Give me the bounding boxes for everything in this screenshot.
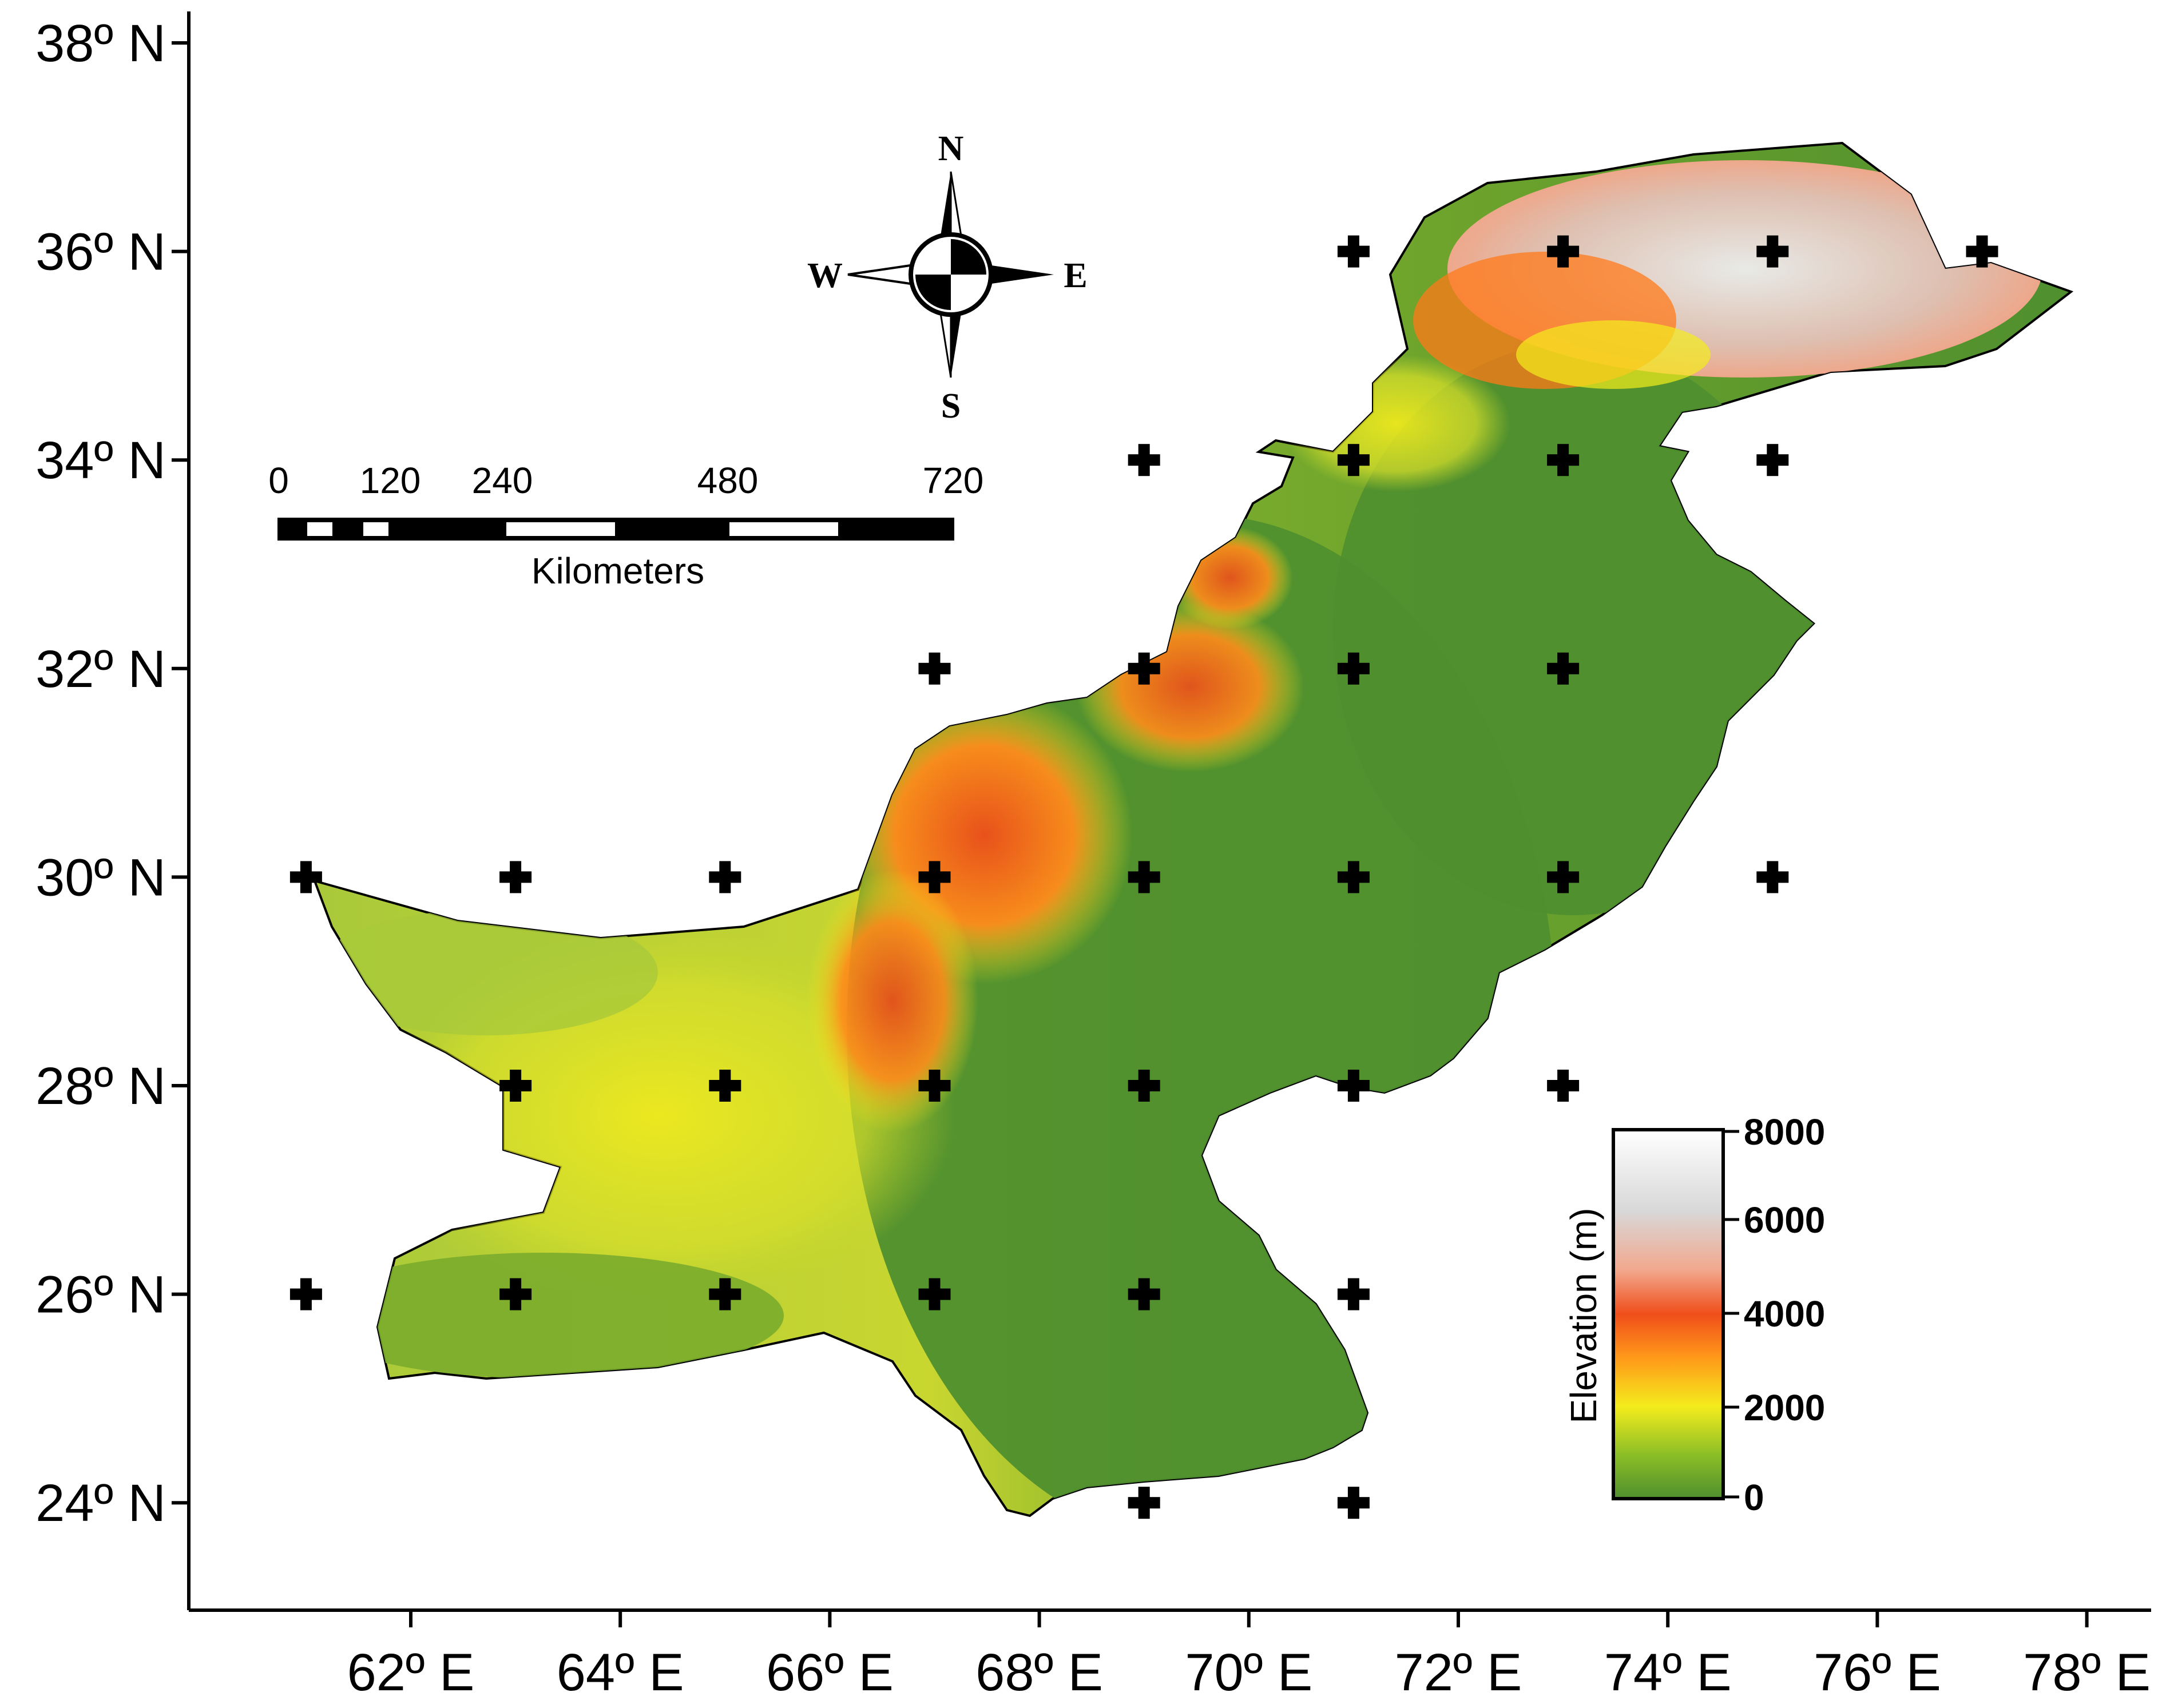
- legend-label-4000: 4000: [1744, 1293, 1825, 1334]
- plus-marker-icon: [1756, 861, 1789, 893]
- plus-marker-icon: [1337, 444, 1370, 476]
- plus-marker-icon: [709, 1070, 741, 1102]
- plus-marker-icon: [918, 1070, 951, 1102]
- compass-quadrant-ne: [951, 239, 986, 275]
- scale-label-720: 720: [923, 460, 984, 501]
- plot-frame: [187, 11, 2151, 1612]
- lat-tick-label: 38º N: [35, 14, 166, 73]
- scale-label-0: 0: [268, 460, 289, 501]
- lat-tick-label: 34º N: [35, 431, 166, 490]
- plus-marker-icon: [1128, 652, 1160, 685]
- plus-marker-icon: [1547, 444, 1580, 476]
- lat-tick-label: 28º N: [35, 1057, 166, 1115]
- plus-marker-icon: [499, 861, 532, 893]
- scale-bar-outline: [277, 518, 954, 541]
- plus-marker-icon: [918, 861, 951, 893]
- makran-coast: [315, 1253, 784, 1379]
- plus-marker-icon: [1337, 1278, 1370, 1310]
- lon-tick-label: 64º E: [557, 1643, 684, 1702]
- elevation-colorbar: [1612, 1128, 1725, 1500]
- latitude-ticks: 38º N 36º N 34º N 32º N 30º N 28º N 26º N 24º N: [35, 14, 189, 1532]
- plus-marker-icon: [1128, 1278, 1160, 1310]
- plus-marker-icon: [499, 1070, 532, 1102]
- scale-label-480: 480: [697, 460, 759, 501]
- legend-title: Elevation (m): [1563, 1208, 1604, 1424]
- waziristan-range: [1076, 601, 1304, 772]
- lon-tick-label: 76º E: [1814, 1643, 1941, 1702]
- plus-marker-icon: [1128, 861, 1160, 893]
- compass-label-w: W: [807, 256, 843, 295]
- legend-label-8000: 8000: [1744, 1111, 1825, 1153]
- legend-label-0: 0: [1744, 1477, 1764, 1518]
- plus-marker-icon: [1337, 1070, 1370, 1102]
- plus-marker-icon: [1128, 444, 1160, 476]
- plus-marker-icon: [1337, 1487, 1370, 1519]
- plus-marker-icon: [918, 652, 951, 685]
- lon-tick-label: 66º E: [766, 1643, 894, 1702]
- lon-tick-label: 74º E: [1604, 1643, 1732, 1702]
- legend-label-6000: 6000: [1744, 1199, 1825, 1241]
- legend-label-2000: 2000: [1744, 1387, 1825, 1428]
- plus-marker-icon: [1337, 235, 1370, 268]
- plus-marker-icon: [709, 861, 741, 893]
- plus-marker-icon: [1547, 652, 1580, 685]
- grid-markers: [289, 235, 1998, 1519]
- kirthar-range: [807, 869, 978, 1133]
- scale-bar-white-1: [307, 522, 332, 536]
- plus-marker-icon: [1756, 444, 1789, 476]
- lon-tick-label: 68º E: [975, 1643, 1103, 1702]
- compass-rose: N S E W: [807, 129, 1088, 426]
- lon-tick-label: 72º E: [1395, 1643, 1522, 1702]
- plus-marker-icon: [709, 1278, 741, 1310]
- plus-marker-icon: [1128, 1070, 1160, 1102]
- compass-quadrant-sw: [915, 275, 951, 310]
- northwest-desert: [315, 909, 658, 1035]
- plus-marker-icon: [1547, 861, 1580, 893]
- scale-bar-white-3: [506, 522, 615, 536]
- kurram-range: [1167, 526, 1293, 629]
- plus-marker-icon: [289, 861, 322, 893]
- plus-marker-icon: [1337, 652, 1370, 685]
- plus-marker-icon: [499, 1278, 532, 1310]
- indus-gorge: [1516, 320, 1711, 389]
- elevation-legend: 8000 6000 4000 2000 0 Elevation (m): [1563, 1111, 1825, 1518]
- plus-marker-icon: [1547, 235, 1580, 268]
- scale-bar-white-2: [363, 522, 388, 536]
- lon-tick-label: 62º E: [347, 1643, 475, 1702]
- plus-marker-icon: [1756, 235, 1789, 268]
- lat-tick-label: 36º N: [35, 223, 166, 281]
- lat-tick-label: 30º N: [35, 848, 166, 907]
- terrain-shading: [315, 160, 2042, 1516]
- compass-label-e: E: [1064, 256, 1087, 295]
- lat-tick-label: 24º N: [35, 1474, 166, 1532]
- scale-bar-white-4: [729, 522, 838, 536]
- lon-tick-label: 70º E: [1185, 1643, 1312, 1702]
- lat-tick-label: 26º N: [35, 1266, 166, 1324]
- plus-marker-icon: [1128, 1487, 1160, 1519]
- plus-marker-icon: [289, 1278, 322, 1310]
- scale-bar: 0 120 240 480 720 Kilometers: [268, 460, 983, 591]
- plus-marker-icon: [1547, 1070, 1580, 1102]
- lon-tick-label: 78º E: [2023, 1643, 2151, 1702]
- scale-label-240: 240: [472, 460, 533, 501]
- longitude-ticks: 62º E 64º E 66º E 68º E 70º E 72º E 74º E 76º E…: [347, 1610, 2151, 1702]
- compass-label-s: S: [941, 387, 961, 426]
- plus-marker-icon: [918, 1278, 951, 1310]
- plus-marker-icon: [1337, 861, 1370, 893]
- plus-marker-icon: [1966, 235, 1998, 268]
- compass-label-n: N: [938, 129, 964, 168]
- scale-label-120: 120: [360, 460, 421, 501]
- scale-unit-label: Kilometers: [531, 550, 704, 591]
- lat-tick-label: 32º N: [35, 640, 166, 698]
